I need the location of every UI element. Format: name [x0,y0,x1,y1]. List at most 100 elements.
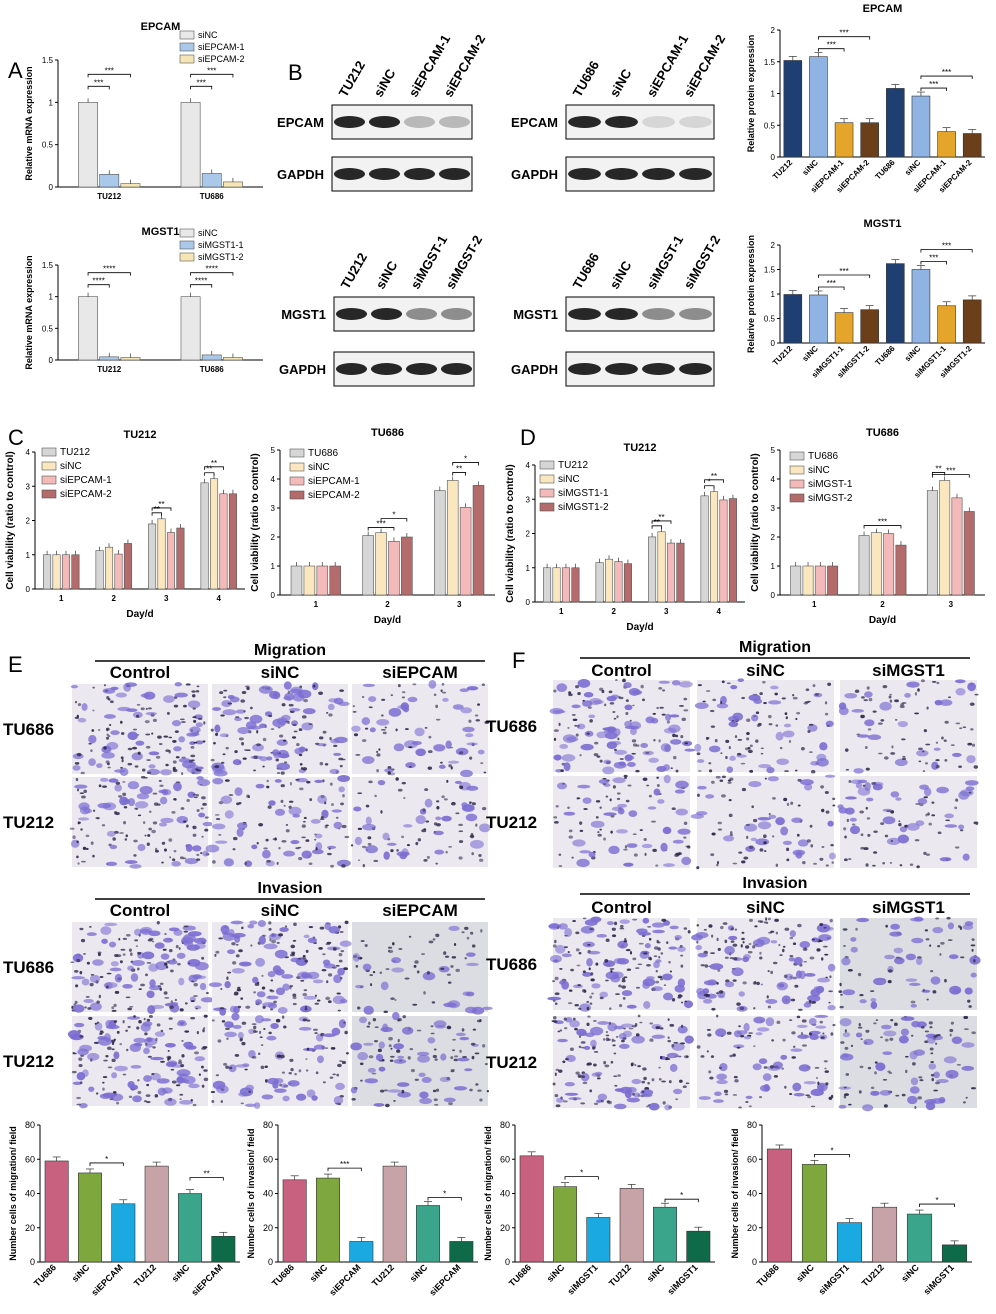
cell-stain [337,967,345,976]
cell-stain [168,1017,173,1020]
cell-stain [203,1014,208,1018]
cell-stain [450,801,456,806]
cell-stain [193,983,198,987]
cell-stain [784,927,790,931]
cell-stain [730,684,738,690]
cell-stain [685,845,690,848]
cell-stain [98,952,101,957]
cell-stain [554,992,560,996]
cell-stain [564,927,573,937]
cell-stain [270,1023,279,1030]
cell-stain [72,835,76,839]
cell-stain [201,956,205,960]
cell-stain [717,947,721,951]
cell-stain [755,1032,763,1036]
cell-stain [322,1081,326,1084]
cell-stain [304,1008,308,1011]
cell-stain [677,994,683,998]
cell-stain [895,1094,900,1097]
cell-stain [306,1089,316,1098]
cell-stain [466,962,479,967]
cell-stain [796,1024,808,1029]
x-tick-label: 2 [385,600,390,609]
cell-stain [210,1091,216,1094]
cell-stain [647,925,652,928]
cell-stain [172,858,176,862]
blot-band [405,308,438,320]
cell-stain [567,951,571,953]
cell-stain [619,1003,623,1008]
cell-stain [624,704,633,711]
cell-stain [922,988,925,992]
cell-stain [127,781,140,790]
cell-stain [395,728,398,732]
cell-stain [339,930,344,933]
cell-stain [93,809,96,812]
cell-stain [414,727,425,737]
cell-stain [140,775,146,779]
cell-stain [86,961,90,965]
cell-stain [828,1096,833,1100]
cell-stain [790,998,796,1002]
cell-stain [945,1069,959,1079]
cell-stain [683,836,687,839]
cell-stain [238,737,244,741]
cell-stain [200,997,215,1003]
bar [223,357,243,361]
bar [148,523,157,590]
cell-stain [193,995,198,997]
cell-stain [864,691,873,698]
cell-stain [586,1006,590,1011]
cell-stain [832,804,836,807]
cell-stain [655,970,658,973]
cell-stain [175,944,179,949]
blot-row-label: MGST1 [513,307,558,322]
cell-stain [772,797,776,800]
cell-stain [811,937,819,943]
cell-stain [653,955,658,958]
cell-stain [646,963,651,967]
cell-stain [870,1086,875,1090]
cell-stain [738,1106,742,1109]
cell-stain [749,744,753,748]
bar [362,535,374,596]
cell-stain [681,1024,684,1028]
cell-stain [703,993,709,997]
cell-stain [553,729,559,732]
y-tick-label: 0 [268,1257,273,1267]
cell-stain [827,927,834,931]
cell-stain [378,748,381,751]
cell-stain [680,954,684,957]
cell-stain [696,988,705,995]
y-tick-label: 0 [30,1257,35,1267]
cell-stain [361,717,371,726]
cell-stain [643,1076,647,1081]
cell-stain [741,937,745,941]
cell-stain [576,797,580,800]
cell-stain [124,682,137,687]
cell-stain [232,932,246,938]
cell-stain [72,1052,77,1055]
cell-stain [266,779,269,783]
cell-stain [936,786,949,794]
cell-stain [639,951,650,959]
cell-stain [290,686,304,695]
cell-stain [344,1030,348,1035]
cell-stain [556,683,568,692]
cell-stain [827,820,834,827]
cell-stain [477,1089,482,1092]
cell-stain [570,968,574,972]
cell-stain [955,688,966,696]
cell-stain [820,1036,825,1039]
cell-stain [625,711,629,716]
cell-stain [212,707,222,711]
cell-stain [393,1058,407,1064]
cell-stain [671,998,676,1002]
bar [44,1160,69,1263]
cell-stain [362,963,372,971]
cell-stain [582,917,587,920]
cell-stain [602,783,607,786]
cell-stain [224,779,230,782]
cell-stain [551,1020,556,1023]
cell-stain [168,838,173,842]
